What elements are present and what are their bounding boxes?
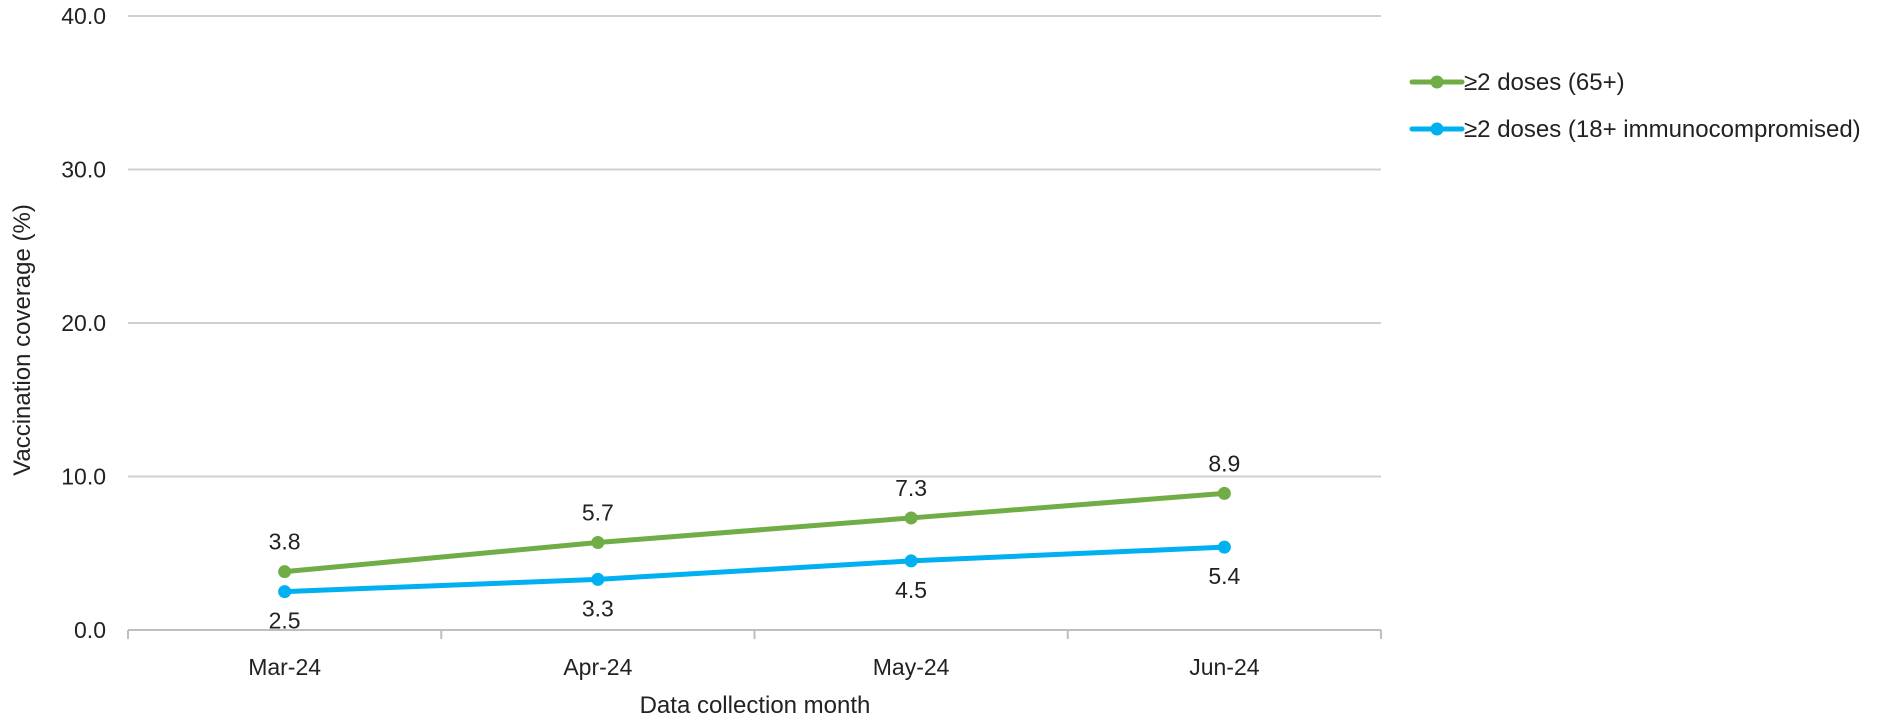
data-point xyxy=(591,572,605,586)
data-point xyxy=(904,554,918,568)
gridlines xyxy=(128,15,1381,478)
series-line xyxy=(282,490,1227,575)
data-label: 5.4 xyxy=(1208,563,1240,589)
y-tick-label: 30.0 xyxy=(61,157,106,183)
data-point xyxy=(278,585,292,599)
y-tick-label: 10.0 xyxy=(61,464,106,490)
data-label: 3.3 xyxy=(582,595,614,621)
data-point xyxy=(1217,540,1231,554)
y-tick-label: 0.0 xyxy=(74,617,106,643)
data-label: 4.5 xyxy=(895,577,927,603)
x-tick-label: Mar-24 xyxy=(248,654,321,680)
data-label: 3.8 xyxy=(269,529,301,555)
data-point xyxy=(904,511,918,525)
data-labels: 3.8 5.7 7.3 8.9 2.5 3.3 4.5 5.4 xyxy=(269,450,1241,633)
x-tick-label: Jun-24 xyxy=(1189,654,1260,680)
x-axis-title: Data collection month xyxy=(640,692,871,718)
x-tick-label: Apr-24 xyxy=(563,654,632,680)
series-lines xyxy=(278,486,1231,599)
axes: 0.0 10.0 20.0 30.0 40.0 Mar-24 Apr-24 May-24 Jun… xyxy=(61,3,1382,680)
data-label: 2.5 xyxy=(269,608,301,634)
legend: ≥2 doses (65+) ≥2 doses (18+ immunocompro… xyxy=(1409,69,1861,143)
legend-swatch-marker xyxy=(1430,122,1444,136)
data-point xyxy=(1217,486,1231,500)
y-tick-label: 20.0 xyxy=(61,310,106,336)
data-point xyxy=(278,565,292,579)
legend-swatch-marker xyxy=(1430,75,1444,89)
x-tick-label: May-24 xyxy=(873,654,950,680)
data-label: 8.9 xyxy=(1208,450,1240,476)
data-label: 7.3 xyxy=(895,475,927,501)
legend-label: ≥2 doses (18+ immunocompromised) xyxy=(1464,116,1861,143)
data-point xyxy=(591,536,605,550)
legend-label: ≥2 doses (65+) xyxy=(1464,69,1625,96)
data-label: 5.7 xyxy=(582,500,614,526)
y-axis-title: Vaccination coverage (%) xyxy=(9,204,36,476)
series-line xyxy=(282,544,1227,595)
y-tick-label: 40.0 xyxy=(61,3,106,29)
